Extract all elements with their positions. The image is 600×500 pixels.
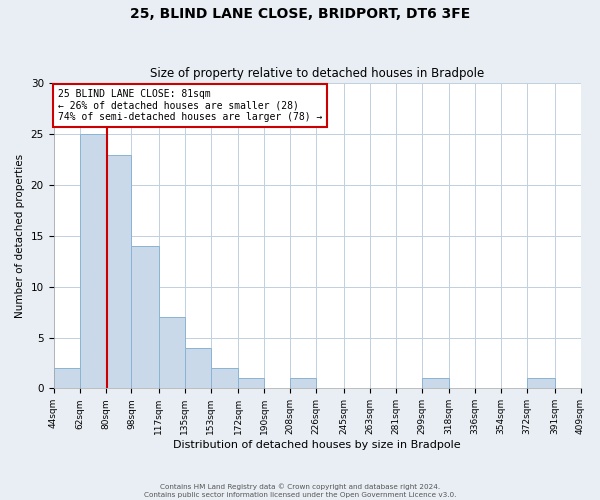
Bar bbox=[238, 378, 265, 388]
Title: Size of property relative to detached houses in Bradpole: Size of property relative to detached ho… bbox=[150, 66, 484, 80]
Text: 25 BLIND LANE CLOSE: 81sqm
← 26% of detached houses are smaller (28)
74% of semi: 25 BLIND LANE CLOSE: 81sqm ← 26% of deta… bbox=[58, 88, 322, 122]
Text: 25, BLIND LANE CLOSE, BRIDPORT, DT6 3FE: 25, BLIND LANE CLOSE, BRIDPORT, DT6 3FE bbox=[130, 8, 470, 22]
Y-axis label: Number of detached properties: Number of detached properties bbox=[15, 154, 25, 318]
Bar bbox=[131, 246, 159, 388]
Bar bbox=[185, 348, 211, 389]
Bar bbox=[159, 317, 185, 388]
Bar bbox=[527, 378, 554, 388]
Bar bbox=[80, 134, 106, 388]
Bar bbox=[211, 368, 238, 388]
X-axis label: Distribution of detached houses by size in Bradpole: Distribution of detached houses by size … bbox=[173, 440, 461, 450]
Bar bbox=[422, 378, 449, 388]
Text: Contains HM Land Registry data © Crown copyright and database right 2024.
Contai: Contains HM Land Registry data © Crown c… bbox=[144, 484, 456, 498]
Bar bbox=[106, 154, 131, 388]
Bar bbox=[290, 378, 316, 388]
Bar bbox=[53, 368, 80, 388]
